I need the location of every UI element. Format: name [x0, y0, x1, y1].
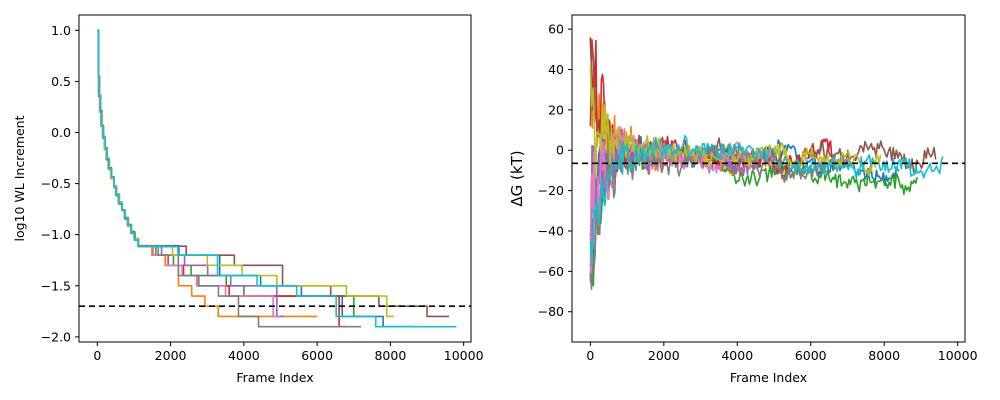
wl-increment-series-line-10 — [97, 29, 457, 328]
wl-increment-y-tick-label: −1.0 — [41, 227, 71, 242]
delta-g-y-tick-label: −80 — [538, 304, 564, 319]
delta-g-y-axis-label: ΔG (kT) — [508, 150, 526, 206]
delta-g-y-tick-label: −20 — [538, 183, 564, 198]
wl-increment-y-tick-label: −0.5 — [41, 176, 71, 191]
delta-g-series-line-10 — [589, 135, 944, 264]
delta-g-y-tick-label: −40 — [538, 223, 564, 238]
wl-increment-axes-frame — [78, 14, 472, 343]
wl-increment-x-tick-label: 0 — [93, 348, 101, 363]
delta-g-ticks: 0 2000 4000 6000 8000 10000 60 40 20 0 −20 −40 −60 −8… — [538, 22, 978, 363]
delta-g-y-tick-label: 0 — [556, 143, 564, 158]
wl-increment-series-line-9 — [97, 29, 395, 318]
wl-increment-y-axis-label: log10 WL Increment — [12, 115, 27, 241]
wl-increment-x-tick-label: 2000 — [155, 348, 187, 363]
delta-g-x-tick-label: 0 — [586, 348, 594, 363]
delta-g-y-tick-label: 20 — [548, 102, 564, 117]
wl-increment-y-tick-label: 1.0 — [51, 23, 71, 38]
delta-g-panel: 0 2000 4000 6000 8000 10000 60 40 20 0 −20 −40 −60 −8… — [508, 14, 978, 385]
wl-increment-y-tick-label: −1.5 — [41, 278, 71, 293]
wl-increment-panel: 0 2000 4000 6000 8000 10000 1.0 0.5 0.0 −0.5 −1.0 −… — [12, 14, 484, 385]
delta-g-axes-frame — [571, 14, 966, 343]
delta-g-series-line-8 — [589, 143, 849, 290]
wl-increment-series — [97, 29, 457, 328]
wl-increment-y-tick-label: 0.0 — [51, 125, 71, 140]
delta-g-x-tick-label: 10000 — [938, 348, 978, 363]
delta-g-x-tick-label: 2000 — [648, 348, 680, 363]
delta-g-x-tick-label: 4000 — [721, 348, 753, 363]
wl-increment-ticks: 0 2000 4000 6000 8000 10000 1.0 0.5 0.0 −0.5 −1.0 −… — [41, 23, 484, 363]
wl-increment-y-tick-label: 0.5 — [51, 74, 71, 89]
wl-increment-x-tick-label: 6000 — [301, 348, 333, 363]
wl-increment-x-axis-label: Frame Index — [236, 370, 313, 385]
delta-g-y-tick-label: 60 — [548, 22, 564, 37]
delta-g-y-tick-label: 40 — [548, 62, 564, 77]
delta-g-y-tick-label: −60 — [538, 264, 564, 279]
delta-g-x-axis-label: Frame Index — [730, 370, 807, 385]
delta-g-x-tick-label: 8000 — [868, 348, 900, 363]
wl-increment-x-tick-label: 10000 — [444, 348, 484, 363]
delta-g-x-tick-label: 6000 — [795, 348, 827, 363]
wl-increment-x-tick-label: 4000 — [228, 348, 260, 363]
wl-increment-y-tick-label: −2.0 — [41, 329, 71, 344]
wl-increment-x-tick-label: 8000 — [374, 348, 406, 363]
